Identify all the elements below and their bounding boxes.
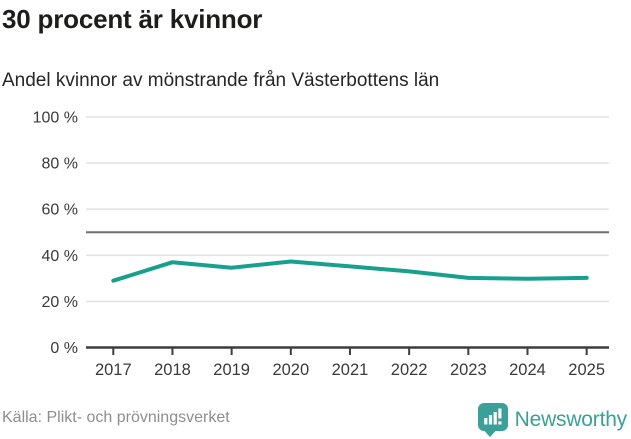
newsworthy-wordmark: Newsworthy — [514, 408, 628, 431]
x-tick-label-2018: 2018 — [154, 361, 191, 379]
y-tick-label-40: 40 % — [42, 248, 78, 265]
newsworthy-logo[interactable]: Newsworthy — [477, 403, 628, 437]
y-tick-label-80: 80 % — [42, 156, 78, 173]
x-tick-label-2024: 2024 — [509, 361, 546, 379]
chart-subtitle: Andel kvinnor av mönstrande från Västerb… — [2, 70, 440, 91]
y-tick-label-0: 0 % — [50, 340, 78, 357]
page-title: 30 procent är kvinnor — [2, 4, 263, 34]
x-tick-label-2021: 2021 — [332, 361, 369, 379]
x-tick-label-2019: 2019 — [213, 361, 250, 379]
x-tick-label-2023: 2023 — [450, 361, 487, 379]
newsworthy-speech-bubble-bar-chart-icon — [477, 403, 508, 437]
source-credit: Källa: Plikt- och prövningsverket — [2, 409, 230, 426]
x-tick-label-2025: 2025 — [568, 361, 605, 379]
x-tick-label-2022: 2022 — [391, 361, 428, 379]
y-tick-label-20: 20 % — [42, 294, 78, 311]
y-tick-label-60: 60 % — [42, 202, 78, 219]
data-line-andel-kvinnor — [111, 259, 589, 283]
x-tick-label-2020: 2020 — [272, 361, 309, 379]
line-chart-plot-area: 0 % 20 % 40 % 60 % 80 % 100 % 2017 2018 2019 2020… — [33, 110, 609, 379]
x-tick-label-2017: 2017 — [95, 361, 132, 379]
y-tick-label-100: 100 % — [33, 110, 78, 127]
